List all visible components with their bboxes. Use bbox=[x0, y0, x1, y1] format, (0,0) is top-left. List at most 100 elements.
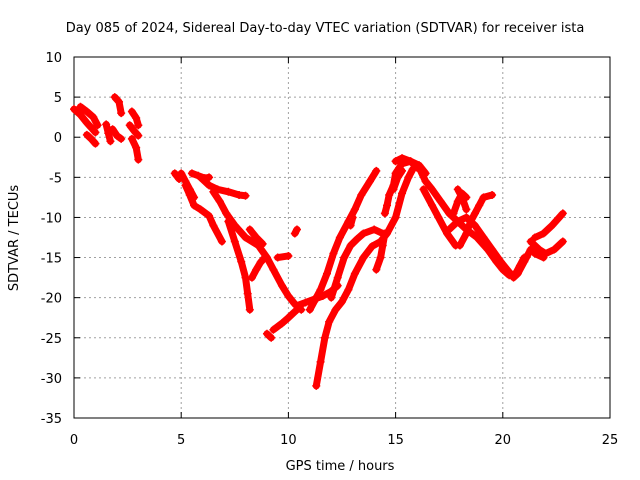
data-point bbox=[348, 213, 357, 222]
data-point bbox=[91, 139, 100, 148]
data-point bbox=[353, 235, 362, 244]
data-point bbox=[378, 241, 387, 250]
data-point bbox=[252, 265, 261, 274]
data-point bbox=[82, 107, 91, 116]
data-point bbox=[380, 229, 389, 238]
data-point bbox=[205, 181, 214, 190]
data-point bbox=[434, 213, 443, 222]
data-point bbox=[209, 221, 218, 230]
data-point bbox=[284, 292, 293, 301]
data-point bbox=[134, 131, 143, 140]
data-point bbox=[558, 237, 567, 246]
data-point bbox=[277, 281, 286, 290]
data-point bbox=[115, 97, 124, 106]
data-point bbox=[177, 169, 186, 178]
data-point bbox=[134, 121, 143, 130]
data-point bbox=[320, 333, 329, 342]
y-tick-label: -30 bbox=[41, 372, 62, 387]
data-point bbox=[513, 269, 522, 278]
data-point bbox=[335, 233, 344, 242]
x-tick-label: 0 bbox=[70, 433, 78, 448]
data-point bbox=[462, 205, 471, 214]
data-point bbox=[112, 131, 121, 140]
data-point bbox=[267, 333, 276, 342]
data-point bbox=[372, 166, 381, 175]
y-tick-label: -20 bbox=[41, 292, 62, 307]
data-point bbox=[539, 253, 548, 262]
data-point bbox=[393, 173, 402, 182]
data-point bbox=[449, 209, 458, 218]
data-point bbox=[479, 233, 488, 242]
data-point bbox=[346, 241, 355, 250]
plot-frame bbox=[73, 56, 611, 419]
data-point bbox=[262, 329, 271, 338]
data-point bbox=[277, 319, 286, 328]
x-tick-label: 20 bbox=[495, 433, 512, 448]
data-point bbox=[548, 221, 557, 230]
data-point bbox=[132, 113, 141, 122]
y-tick-label: 10 bbox=[45, 51, 62, 66]
data-trace bbox=[392, 154, 421, 172]
data-point bbox=[419, 185, 428, 194]
data-point bbox=[91, 128, 100, 137]
data-point bbox=[436, 197, 445, 206]
data-point bbox=[224, 187, 233, 196]
data-point bbox=[247, 273, 256, 282]
data-point bbox=[241, 191, 250, 200]
data-trace bbox=[111, 93, 125, 117]
data-point bbox=[539, 229, 548, 238]
data-point bbox=[530, 249, 539, 258]
y-tick-label: 5 bbox=[54, 91, 62, 106]
data-point bbox=[82, 130, 91, 139]
data-point bbox=[389, 185, 398, 194]
data-point bbox=[479, 193, 488, 202]
data-point bbox=[453, 185, 462, 194]
data-point bbox=[391, 213, 400, 222]
data-point bbox=[372, 265, 381, 274]
data-point bbox=[325, 317, 334, 326]
data-point bbox=[428, 201, 437, 210]
data-point bbox=[301, 298, 310, 307]
data-point bbox=[269, 265, 278, 274]
data-point bbox=[235, 190, 244, 199]
data-point bbox=[292, 301, 301, 310]
data-point bbox=[110, 93, 119, 102]
data-point bbox=[453, 217, 462, 226]
data-point bbox=[428, 185, 437, 194]
data-point bbox=[520, 257, 529, 266]
data-point bbox=[87, 134, 96, 143]
data-point bbox=[488, 190, 497, 199]
data-point bbox=[503, 265, 512, 274]
data-point bbox=[237, 257, 246, 266]
data-point bbox=[398, 189, 407, 198]
data-points bbox=[70, 93, 567, 390]
data-point bbox=[329, 249, 338, 258]
data-point bbox=[205, 173, 214, 182]
data-point bbox=[252, 233, 261, 242]
data-point bbox=[230, 237, 239, 246]
data-point bbox=[391, 157, 400, 166]
data-point bbox=[380, 209, 389, 218]
data-trace bbox=[531, 209, 567, 241]
data-point bbox=[127, 107, 136, 116]
data-point bbox=[526, 245, 535, 254]
data-point bbox=[245, 225, 254, 234]
data-point bbox=[344, 285, 353, 294]
data-point bbox=[398, 154, 407, 163]
data-point bbox=[130, 126, 139, 135]
data-point bbox=[488, 245, 497, 254]
data-point bbox=[415, 163, 424, 172]
data-point bbox=[196, 205, 205, 214]
data-point bbox=[365, 177, 374, 186]
data-point bbox=[385, 190, 394, 199]
data-point bbox=[245, 305, 254, 314]
x-tick-label: 5 bbox=[177, 433, 185, 448]
data-point bbox=[117, 109, 126, 118]
data-point bbox=[125, 121, 134, 130]
data-point bbox=[243, 289, 252, 298]
data-point bbox=[462, 229, 471, 238]
data-point bbox=[359, 229, 368, 238]
data-point bbox=[222, 209, 231, 218]
data-point bbox=[104, 129, 113, 138]
